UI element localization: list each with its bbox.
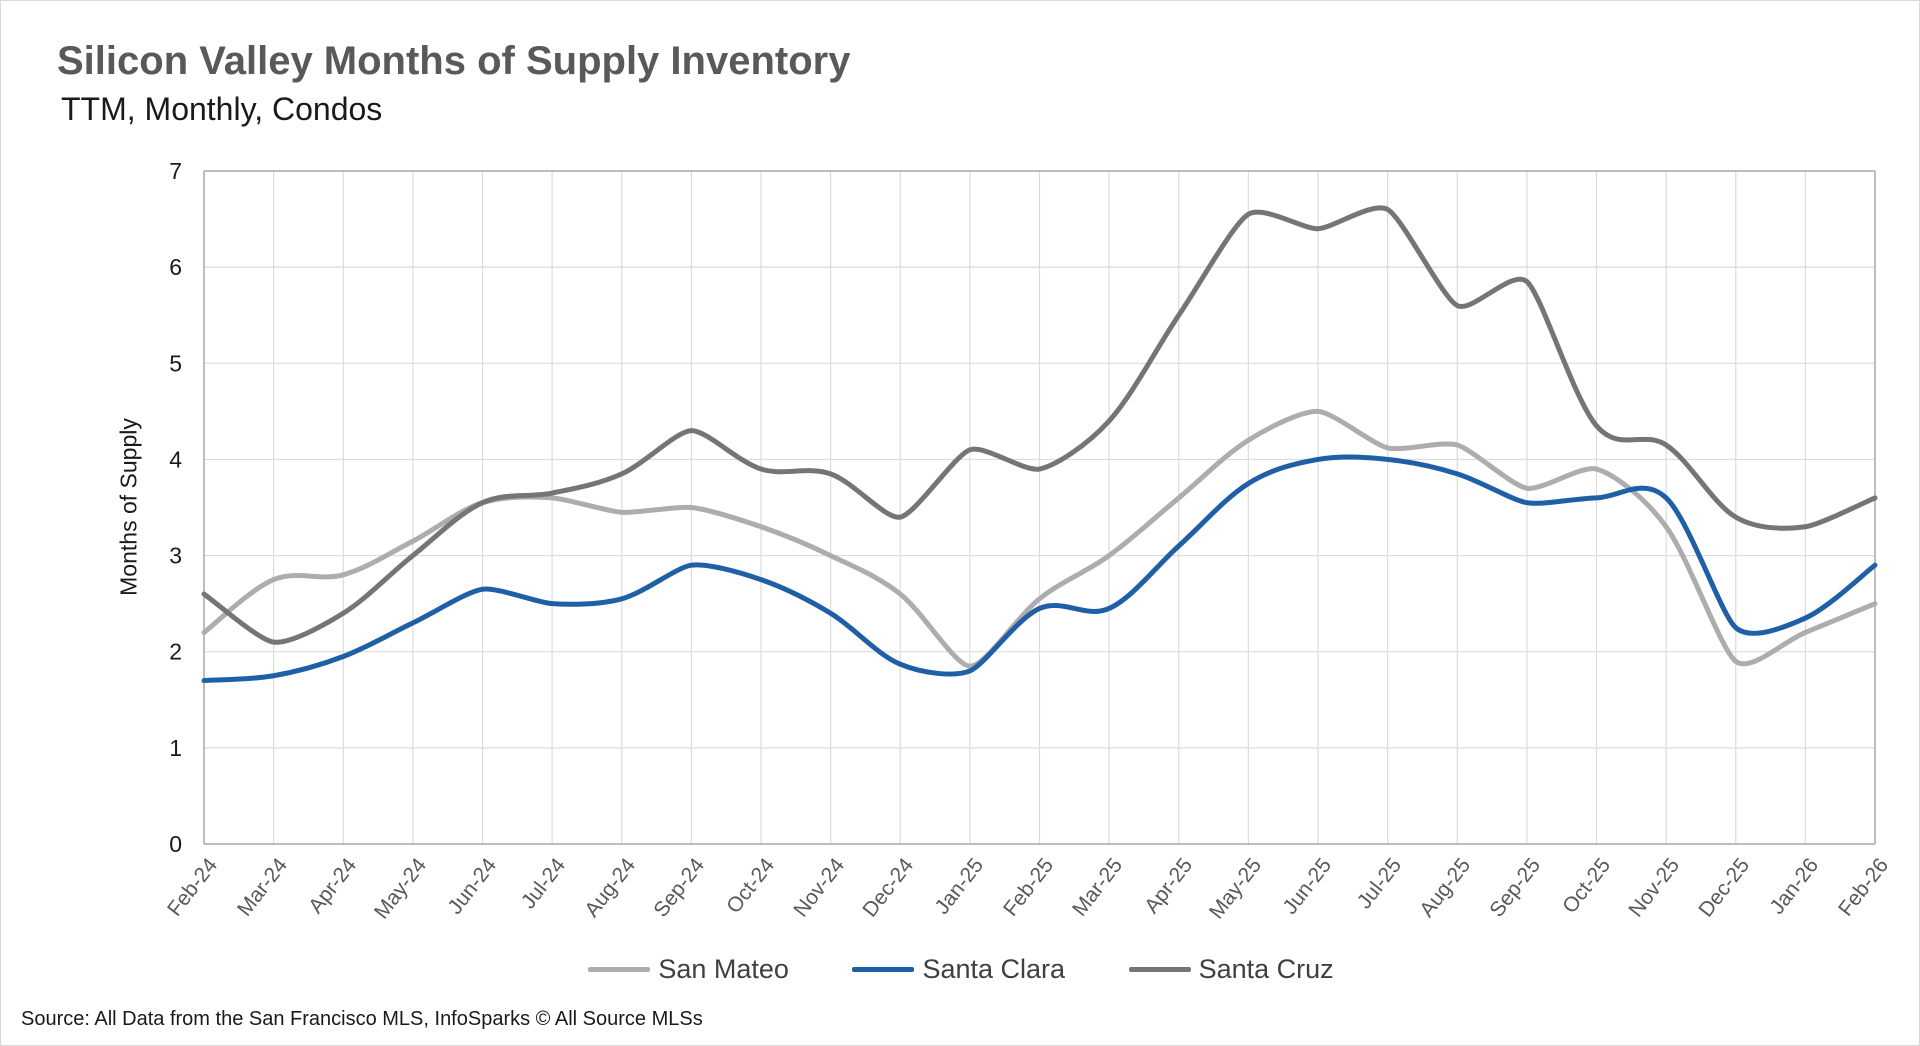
svg-text:6: 6 [169,254,182,280]
svg-text:5: 5 [169,350,182,376]
svg-text:2: 2 [169,639,182,665]
svg-text:4: 4 [169,446,182,472]
svg-text:7: 7 [169,158,182,184]
svg-text:0: 0 [169,831,182,857]
svg-text:1: 1 [169,735,182,761]
svg-text:3: 3 [169,543,182,569]
